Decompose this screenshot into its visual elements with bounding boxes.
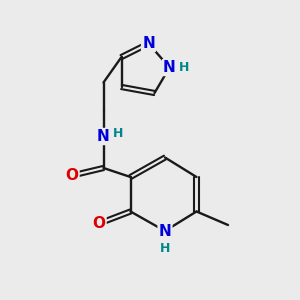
- Text: N: N: [159, 224, 171, 238]
- Text: N: N: [142, 36, 155, 51]
- Text: O: O: [65, 168, 79, 183]
- Text: H: H: [160, 242, 170, 255]
- Text: N: N: [163, 60, 176, 75]
- Text: H: H: [113, 127, 124, 140]
- Text: N: N: [97, 129, 110, 144]
- Text: H: H: [179, 61, 190, 74]
- Text: O: O: [92, 216, 106, 231]
